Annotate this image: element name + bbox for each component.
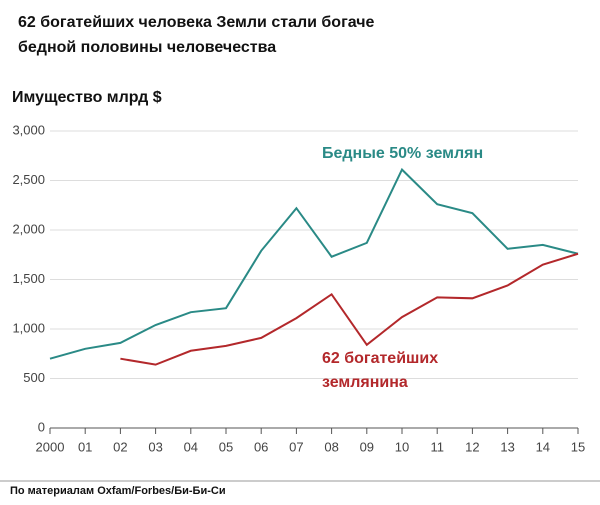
x-tick-label: 06 <box>254 439 268 454</box>
x-tick-label: 15 <box>571 439 585 454</box>
series-line <box>120 252 579 366</box>
x-tick-label: 13 <box>500 439 514 454</box>
y-tick-label: 1,500 <box>12 271 45 286</box>
x-tick-label: 03 <box>148 439 162 454</box>
x-tick-label: 07 <box>289 439 303 454</box>
y-tick-label: 1,000 <box>12 320 45 335</box>
series-label: 62 богатейших землянина <box>322 350 439 391</box>
y-tick-label: 500 <box>23 370 45 385</box>
x-tick-label: 09 <box>360 439 374 454</box>
source: По материалам Oxfam/Forbes/Би-Би-Си <box>10 485 226 497</box>
x-tick-label: 05 <box>219 439 233 454</box>
x-tick-label: 01 <box>78 439 92 454</box>
x-tick-label: 12 <box>465 439 479 454</box>
y-tick-label: 2,500 <box>12 172 45 187</box>
x-tick-label: 2000 <box>36 439 65 454</box>
x-tick-label: 11 <box>430 439 444 454</box>
x-tick-label: 10 <box>395 439 409 454</box>
y-tick-label: 3,000 <box>12 122 45 137</box>
x-tick-label: 14 <box>536 439 550 454</box>
y-tick-label: 0 <box>38 419 45 434</box>
x-tick-label: 02 <box>113 439 127 454</box>
y-tick-label: 2,000 <box>12 221 45 236</box>
chart-title: 62 богатейших человека Земли стали богач… <box>18 14 375 56</box>
x-tick-label: 08 <box>324 439 338 454</box>
y-axis-label: Имущество млрд $ <box>12 89 162 106</box>
series-line <box>49 167 579 360</box>
x-tick-label: 04 <box>184 439 198 454</box>
series-label: Бедные 50% землян <box>322 145 484 162</box>
